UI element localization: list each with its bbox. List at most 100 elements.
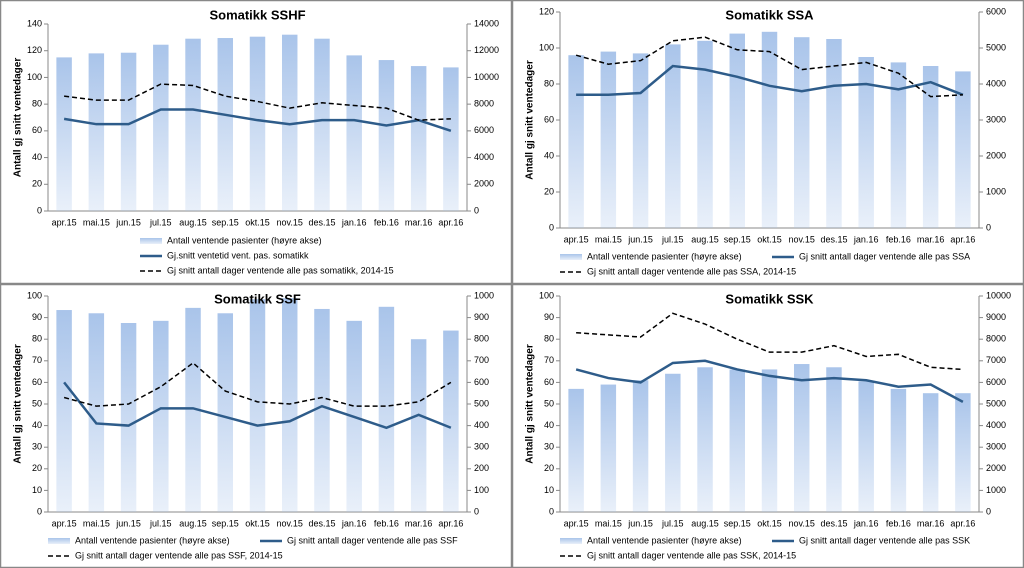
x-tick-label: nov.15: [277, 217, 303, 227]
y-axis-label: Antall gj snitt ventedager: [525, 60, 536, 180]
x-tick-label: sep.15: [724, 518, 751, 528]
y2-tick-label: 0: [474, 506, 479, 516]
y-tick-label: 70: [32, 355, 42, 365]
bar: [858, 57, 874, 228]
y-tick-label: 60: [32, 125, 42, 135]
y-tick-label: 60: [544, 114, 554, 124]
y-tick-label: 100: [539, 290, 554, 300]
y2-tick-label: 6000: [986, 377, 1006, 387]
bar: [632, 380, 649, 512]
x-tick-label: jul.15: [149, 217, 172, 227]
legend-swatch: [560, 254, 582, 260]
x-tick-label: feb.16: [374, 518, 399, 528]
bar: [890, 388, 907, 512]
y2-tick-label: 300: [474, 442, 489, 452]
legend-label: Antall ventende pasienter (høyre akse): [167, 235, 322, 245]
x-tick-label: jan.16: [853, 234, 879, 244]
y2-tick-label: 3000: [986, 442, 1006, 452]
x-tick-label: apr.16: [438, 217, 463, 227]
x-tick-label: des.15: [820, 234, 847, 244]
chart-title: Somatikk SSK: [725, 291, 814, 306]
x-tick-label: aug.15: [179, 217, 207, 227]
y-tick-label: 0: [549, 506, 554, 516]
x-tick-label: mai.15: [595, 518, 622, 528]
bar: [56, 57, 72, 212]
x-tick-label: feb.16: [886, 518, 911, 528]
bar: [761, 369, 778, 512]
y2-tick-label: 4000: [986, 420, 1006, 430]
y2-tick-label: 10000: [474, 72, 499, 82]
bar: [443, 330, 459, 512]
x-tick-label: mai.15: [595, 234, 622, 244]
x-tick-label: mai.15: [83, 518, 110, 528]
bar: [88, 53, 105, 212]
bar: [600, 384, 617, 512]
y-tick-label: 30: [544, 442, 554, 452]
y2-tick-label: 3000: [986, 114, 1006, 124]
y-tick-label: 40: [32, 152, 42, 162]
y-tick-label: 120: [27, 45, 42, 55]
chart-title: Somatikk SSF: [214, 291, 301, 306]
y-tick-label: 10: [32, 485, 42, 495]
y-tick-label: 80: [544, 334, 554, 344]
bar: [378, 306, 395, 512]
y-axis-label: Antall gj snitt ventedager: [13, 344, 24, 464]
x-tick-label: jan.16: [341, 217, 367, 227]
x-tick-label: apr.15: [52, 217, 77, 227]
bar: [729, 369, 746, 512]
x-tick-label: jun.15: [115, 217, 141, 227]
line-series: [64, 83, 451, 121]
y-tick-label: 80: [544, 78, 554, 88]
bar: [858, 381, 874, 512]
bar: [249, 299, 266, 512]
bar: [153, 44, 169, 212]
y2-tick-label: 600: [474, 377, 489, 387]
y-tick-label: 0: [549, 222, 554, 232]
line-series: [576, 312, 963, 371]
legend-label: Gj snitt antall dager ventende alle pas …: [75, 550, 283, 560]
y-tick-label: 20: [544, 463, 554, 473]
x-tick-label: jan.16: [853, 518, 879, 528]
y2-tick-label: 2000: [986, 150, 1006, 160]
x-tick-label: mar.16: [917, 518, 945, 528]
x-tick-label: aug.15: [691, 518, 719, 528]
legend-label: Antall ventende pasienter (høyre akse): [587, 251, 742, 261]
bar: [378, 60, 395, 211]
x-tick-label: mar.16: [405, 217, 433, 227]
bar: [410, 339, 427, 512]
y-tick-label: 40: [544, 420, 554, 430]
y-tick-label: 80: [32, 99, 42, 109]
y-tick-label: 50: [32, 398, 42, 408]
y2-tick-label: 9000: [986, 312, 1006, 322]
legend-label: Gj.snitt ventetid vent. pas. somatikk: [167, 250, 309, 260]
bar: [793, 364, 810, 512]
x-tick-label: aug.15: [691, 234, 719, 244]
y-tick-label: 60: [32, 377, 42, 387]
y-tick-label: 100: [27, 72, 42, 82]
bar: [826, 367, 842, 512]
y2-tick-label: 6000: [474, 125, 494, 135]
y-tick-label: 100: [27, 290, 42, 300]
x-tick-label: des.15: [308, 217, 335, 227]
y2-tick-label: 500: [474, 398, 489, 408]
y-tick-label: 50: [544, 398, 554, 408]
y2-tick-label: 14000: [474, 18, 499, 28]
x-tick-label: aug.15: [179, 518, 207, 528]
line-series: [63, 361, 452, 407]
y2-tick-label: 2000: [474, 179, 494, 189]
y-tick-label: 10: [544, 485, 554, 495]
chart-panel: 0102030405060708090100010020030040050060…: [0, 283, 513, 568]
legend-label: Gj snitt antall dager ventende alle pas …: [799, 535, 970, 545]
y-tick-label: 140: [27, 18, 42, 28]
chart-title: Somatikk SSHF: [209, 7, 305, 22]
bar: [217, 313, 234, 512]
x-tick-label: sep.15: [212, 217, 239, 227]
x-tick-label: jul.15: [661, 234, 684, 244]
legend-label: Gj snitt antall dager ventende alle pas …: [587, 550, 796, 560]
y-tick-label: 60: [544, 377, 554, 387]
y-tick-label: 80: [32, 334, 42, 344]
y-tick-label: 40: [544, 150, 554, 160]
y2-tick-label: 8000: [474, 99, 494, 109]
bar: [56, 310, 72, 512]
